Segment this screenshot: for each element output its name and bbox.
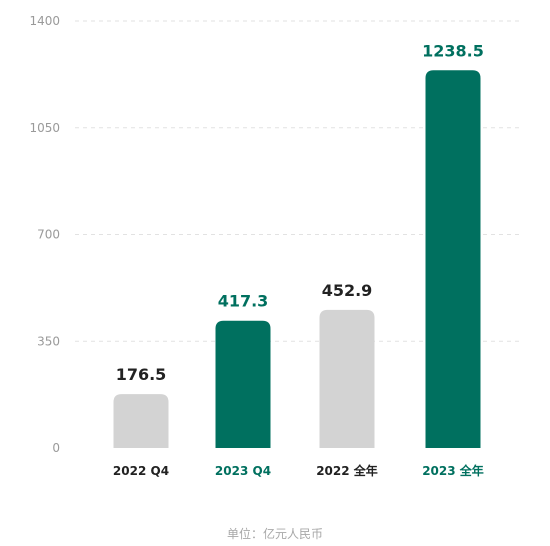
bar-2 (319, 309, 375, 448)
x-tick-label-1: 2023 Q4 (215, 464, 271, 478)
data-label-3: 1238.5 (422, 41, 484, 60)
data-label-0: 176.5 (116, 365, 167, 384)
unit-note: 单位：亿元人民币 (226, 527, 323, 541)
bar-3 (425, 70, 481, 448)
y-tick-label-0: 0 (52, 441, 60, 455)
data-label-1: 417.3 (218, 292, 269, 311)
y-tick-label-1: 350 (37, 334, 60, 348)
y-tick-label-2: 700 (37, 228, 60, 242)
bar-0 (113, 394, 169, 448)
y-tick-label-4: 1400 (29, 14, 60, 28)
x-tick-label-3: 2023 全年 (422, 463, 484, 478)
y-tick-label-3: 1050 (29, 121, 60, 135)
x-tick-label-0: 2022 Q4 (113, 464, 169, 478)
data-label-2: 452.9 (322, 281, 373, 300)
bar-1 (215, 320, 271, 448)
x-tick-label-2: 2022 全年 (316, 463, 378, 478)
